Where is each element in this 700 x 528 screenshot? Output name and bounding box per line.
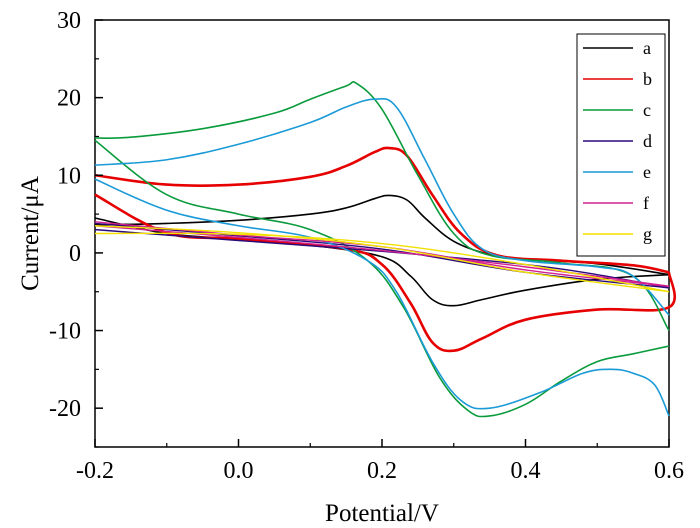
series-g-reverse — [94, 225, 670, 293]
series-b-reverse — [94, 193, 676, 353]
legend-label-f: f — [643, 193, 649, 213]
x-axis-label: Potential/V — [325, 500, 439, 527]
axis-ticks — [94, 19, 670, 448]
legend-label-d: d — [643, 131, 652, 151]
legend-label-c: c — [643, 100, 651, 120]
x-tick-label: 0.6 — [654, 458, 684, 484]
legend-label-b: b — [643, 69, 652, 89]
legend-label-a: a — [643, 38, 651, 58]
series-e-reverse — [94, 178, 670, 417]
x-tick-label: -0.2 — [76, 458, 114, 484]
series-b-forward — [94, 146, 670, 274]
legend-label-e: e — [643, 162, 651, 182]
y-tick-label: 0 — [69, 241, 81, 267]
legend-box — [576, 33, 666, 257]
series-g-forward — [94, 232, 670, 293]
x-tick-label: 0.4 — [511, 458, 541, 484]
y-tick-label: -10 — [49, 319, 81, 345]
series-e-forward — [94, 97, 670, 316]
x-tick-label: 0.0 — [224, 458, 254, 484]
y-tick-label: 30 — [57, 8, 81, 34]
series-c-reverse — [94, 139, 670, 418]
y-tick-label: 20 — [57, 86, 81, 112]
x-tick-label: 0.2 — [367, 458, 397, 484]
series-curves — [94, 81, 676, 418]
axis-tick-labels: -0.2 0.0 0.2 0.4 0.6 -20 -10 0 10 20 30 — [49, 8, 684, 484]
series-d-reverse — [94, 222, 670, 289]
y-tick-label: -20 — [49, 396, 81, 422]
series-c-forward — [94, 81, 670, 331]
y-tick-label: 10 — [57, 163, 81, 189]
legend-label-g: g — [643, 224, 652, 244]
y-axis-label: Current/μA — [17, 176, 44, 291]
